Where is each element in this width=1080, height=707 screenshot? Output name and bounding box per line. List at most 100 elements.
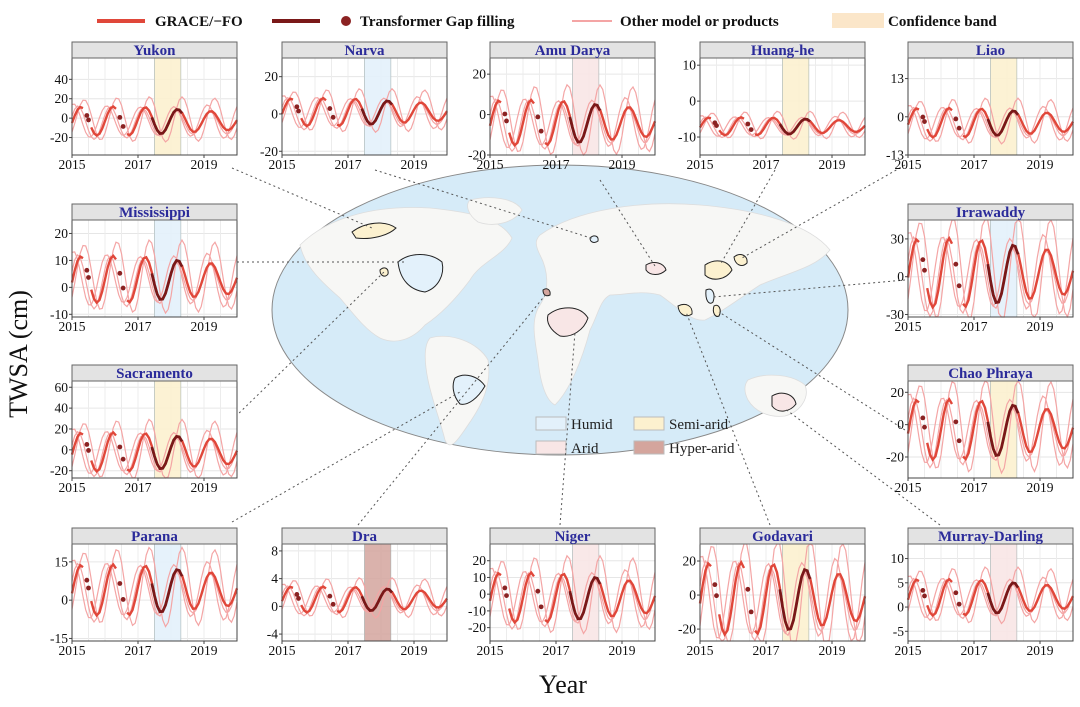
other-products-line — [699, 555, 866, 643]
y-tick-label: 4 — [271, 571, 278, 586]
grace-fo-line — [698, 115, 866, 137]
other-products-line — [489, 83, 656, 157]
transformer-gap-dot — [84, 577, 90, 583]
transformer-gap-dot — [920, 415, 926, 421]
subplot-title: Mississippi — [119, 205, 190, 221]
y-tick-label: 0 — [897, 600, 904, 615]
x-tick-label: 2017 — [753, 157, 780, 172]
greenland-land — [467, 197, 523, 225]
transformer-gap-dot — [922, 593, 927, 599]
confidence-band — [990, 219, 1018, 318]
y-tick-label: -10 — [678, 130, 696, 145]
connector-yukon — [231, 167, 373, 229]
other-products-line — [281, 87, 448, 134]
grace-fo-line — [280, 585, 448, 614]
transformer-gap-dot — [330, 601, 336, 607]
other-products-line — [907, 575, 1074, 620]
y-tick-label: -20 — [886, 449, 904, 464]
transformer-gap-dot — [538, 604, 544, 610]
transformer-gap-line — [778, 117, 811, 136]
basin-godavari — [677, 303, 693, 317]
x-tick-label: 2015 — [895, 643, 922, 658]
x-tick-label: 2017 — [753, 643, 780, 658]
transformer-gap-line — [986, 243, 1020, 305]
zone-label-semi-arid: Semi-arid — [669, 417, 729, 433]
connector-chao-phraya — [718, 311, 906, 431]
transformer-gap-line — [568, 103, 602, 144]
basin-parana — [452, 374, 486, 405]
transformer-gap-dot — [953, 419, 959, 425]
transformer-gap-dot — [745, 121, 751, 127]
other-products-line — [907, 232, 1074, 315]
subplot-niger: Niger -20 -100 10 20 2015 2017 2019 — [468, 527, 657, 658]
y-tick-label: -4 — [267, 627, 278, 642]
x-tick-label: 2019 — [1027, 157, 1054, 172]
y-tick-label: 20 — [891, 385, 905, 400]
subplot-chao-phraya: Chao Phraya -20 0 20 2015 2017 2019 — [886, 364, 1075, 495]
transformer-gap-dot — [120, 285, 126, 291]
grace-fo-line — [906, 106, 1075, 139]
subplot-title: Huang-he — [751, 43, 815, 59]
zone-swatch-hyper-arid — [633, 440, 665, 455]
transformer-gap-line — [150, 108, 184, 135]
x-tick-label: 2019 — [191, 480, 218, 495]
transformer-gap-line — [568, 575, 602, 621]
y-tick-label: -20 — [678, 622, 696, 637]
transformer-gap-line — [150, 258, 184, 301]
other-products-line — [907, 104, 1074, 141]
grace-fo-line — [906, 577, 1075, 618]
basin-sacramento — [379, 267, 389, 277]
grace-fo-line — [70, 253, 239, 305]
y-tick-label: 20 — [265, 69, 279, 84]
grace-fo-line — [698, 559, 867, 637]
grace-fo-line — [70, 105, 239, 137]
transformer-gap-dot — [535, 588, 541, 594]
subplot-title: Niger — [555, 529, 591, 545]
confidence-band — [782, 57, 810, 156]
transformer-gap-dot — [120, 597, 126, 602]
transformer-gap-dot — [956, 125, 962, 131]
y-tick-label: 10 — [891, 551, 905, 566]
legend: GRACE/−FO Transformer Gap filling Other … — [97, 13, 997, 30]
transformer-gap-dot — [120, 456, 126, 462]
transformer-gap-dot — [296, 596, 301, 601]
y-tick-label: 20 — [473, 553, 487, 568]
subplot-title-strip — [281, 527, 448, 545]
subplot-title: Amu Darya — [535, 43, 611, 59]
basin-irrawaddy — [705, 288, 715, 304]
x-tick-label: 2017 — [543, 643, 570, 658]
x-tick-label: 2015 — [895, 480, 922, 495]
x-tick-label: 2019 — [401, 643, 428, 658]
zone-label-arid: Arid — [571, 441, 599, 457]
transformer-gap-dot — [953, 116, 959, 122]
other-products-line — [907, 393, 1074, 467]
climate-zone-legend: Humid Semi-arid Arid Hyper-arid — [535, 416, 735, 457]
x-tick-label: 2019 — [819, 643, 846, 658]
connector-huang-he — [719, 169, 776, 266]
transformer-gap-line — [986, 403, 1020, 457]
transformer-gap-dot — [84, 113, 90, 118]
connector-irrawaddy — [712, 279, 906, 298]
transformer-gap-dot — [922, 424, 927, 430]
transformer-gap-line — [986, 109, 1020, 137]
legend-band-swatch — [832, 13, 884, 28]
grace-fo-line — [906, 235, 1075, 310]
transformer-gap-dot — [920, 587, 926, 593]
x-tick-label: 2017 — [125, 319, 152, 334]
transformer-gap-dot — [920, 257, 926, 263]
subplot-title: Godavari — [752, 529, 813, 545]
other-products-line — [71, 95, 238, 143]
x-tick-label: 2017 — [543, 157, 570, 172]
transformer-gap-dot — [327, 593, 333, 599]
y-tick-label: 8 — [271, 543, 278, 558]
subplot-title-strip — [281, 41, 448, 59]
zone-swatch-semi-arid — [633, 416, 665, 431]
legend-band-label: Confidence band — [888, 14, 997, 30]
transformer-gap-dot — [956, 283, 962, 289]
x-tick-label: 2015 — [59, 319, 86, 334]
other-products-line — [489, 567, 656, 628]
y-tick-label: 0 — [897, 417, 904, 432]
subplot-mississippi: Mississippi -10 0 10 20 2015 2017 2019 — [50, 203, 239, 334]
subplot-title-strip — [71, 203, 238, 221]
